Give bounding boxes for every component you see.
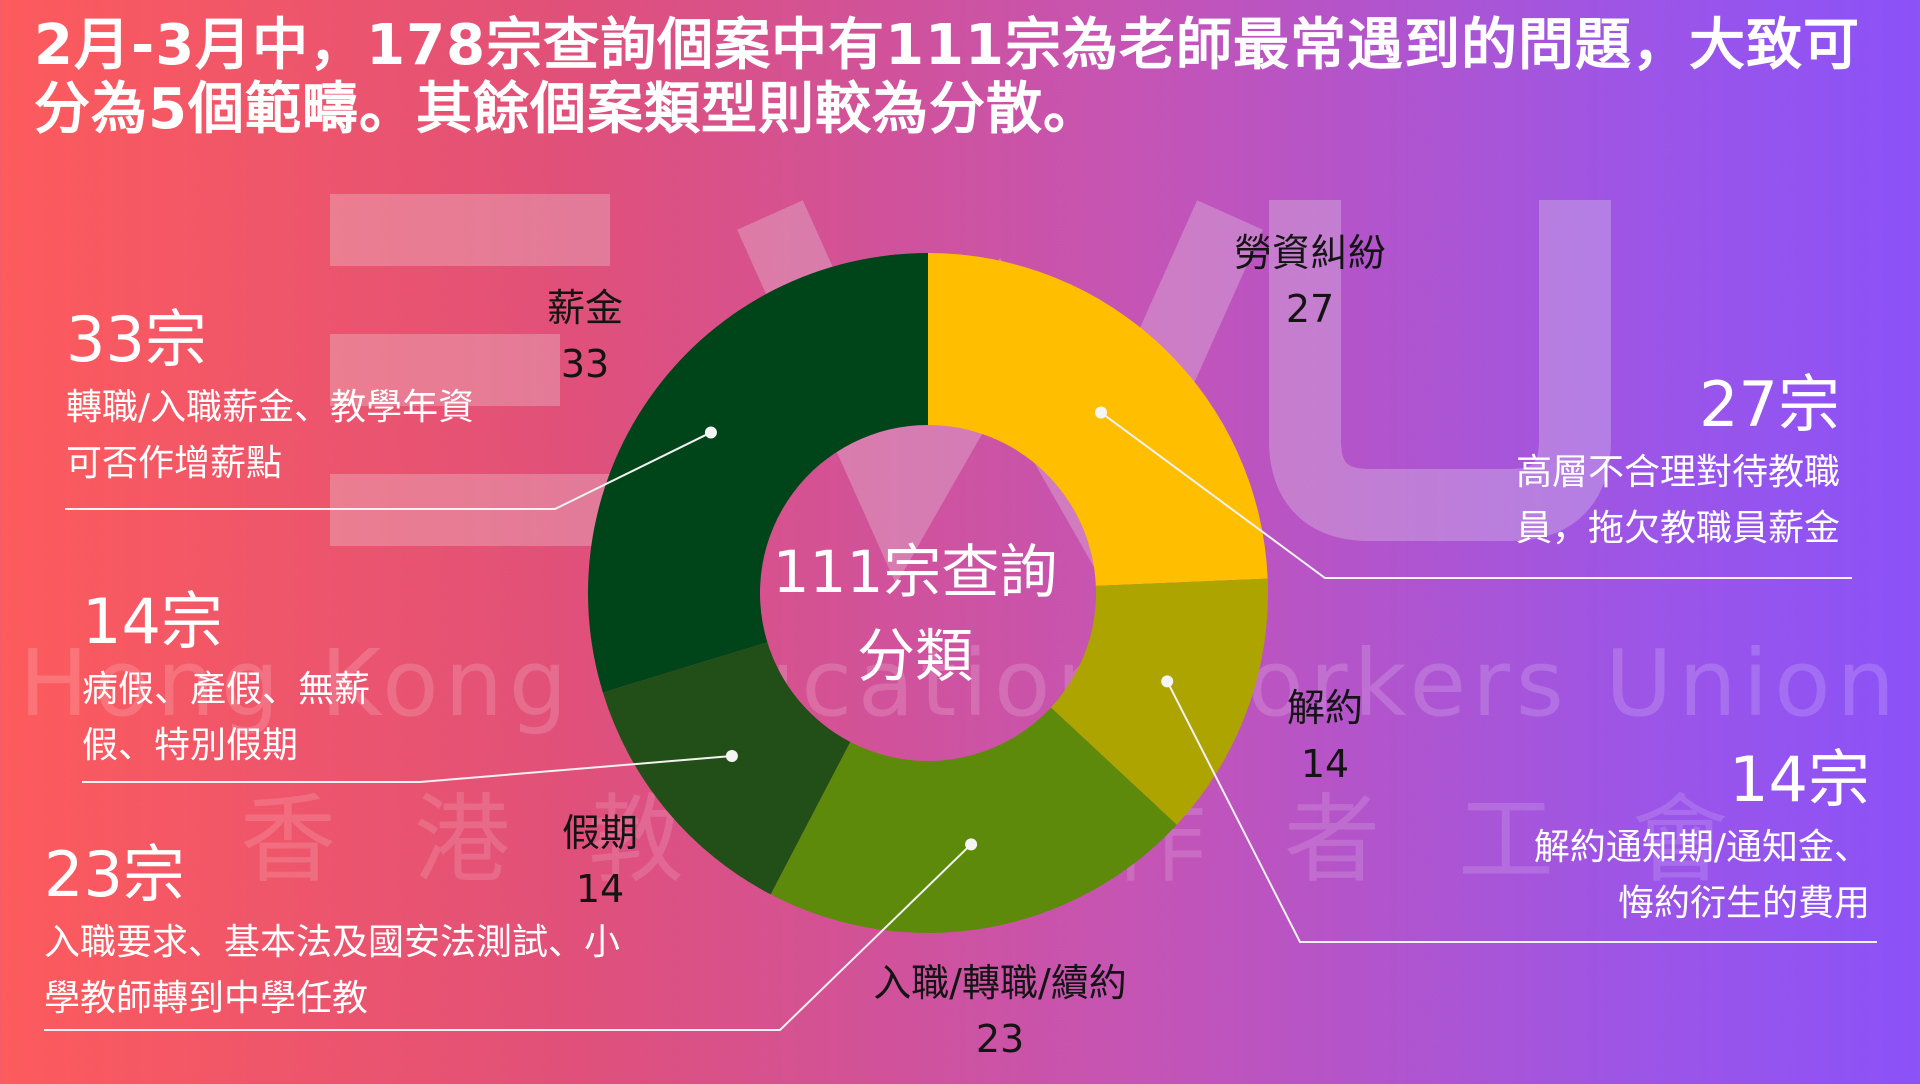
slice-label-value: 27: [1285, 287, 1335, 331]
callout-desc: 可否作增薪點: [66, 443, 283, 484]
donut-slice: [770, 707, 1177, 933]
callout-desc: 員，拖欠教職員薪金: [1515, 508, 1840, 549]
callout-count: 27宗: [1699, 368, 1840, 441]
slice-label-salary: 薪金 33: [500, 280, 670, 392]
callout-desc: 解約通知期/通知金、: [1533, 827, 1870, 868]
donut-slice: [1050, 578, 1268, 825]
callout-count: 33宗: [66, 303, 207, 376]
donut-slice: [588, 253, 928, 693]
slice-label-employment: 入職/轉職/續約 23: [850, 955, 1150, 1067]
slice-label-termination: 解約 14: [1225, 680, 1425, 792]
leader-line: [44, 843, 972, 1031]
slice-label-text: 薪金: [546, 286, 623, 330]
callout-desc: 入職要求、基本法及國安法測試、小: [44, 922, 621, 963]
slice-label-text: 勞資糾紛: [1233, 231, 1386, 275]
slice-label-value: 14: [1300, 742, 1350, 786]
slice-label-value: 23: [975, 1017, 1025, 1061]
leader-dot: [965, 838, 978, 851]
slice-label-labour-dispute: 勞資糾紛 27: [1210, 225, 1410, 337]
slice-label-leave: 假期 14: [515, 805, 685, 917]
slice-label-text: 入職/轉職/續約: [873, 961, 1127, 1005]
callout-termination: 14宗 解約通知期/通知金、 悔約衍生的費用: [1380, 740, 1870, 932]
callout-count: 23宗: [44, 838, 185, 911]
slice-label-text: 假期: [561, 811, 638, 855]
callout-labour-dispute: 27宗 高層不合理對待教職 員，拖欠教職員薪金: [1380, 365, 1840, 557]
callout-desc: 轉職/入職薪金、教學年資: [66, 387, 475, 428]
callout-leave: 14宗 病假、產假、無薪 假、特別假期: [82, 582, 370, 774]
headline: 2月-3月中，178宗查詢個案中有111宗為老師最常遇到的問題，大致可分為5個範…: [34, 13, 1860, 142]
callout-desc: 悔約衍生的費用: [1617, 883, 1870, 924]
leader-dot: [1094, 406, 1107, 419]
callout-salary: 33宗 轉職/入職薪金、教學年資 可否作增薪點: [66, 300, 474, 492]
leader-line: [1100, 411, 1852, 579]
donut-center-label: 111宗查詢分類: [772, 538, 1058, 690]
leader-line: [1166, 680, 1877, 943]
slice-label-text: 解約: [1286, 686, 1363, 730]
leader-line: [65, 431, 712, 510]
leader-dot: [704, 426, 717, 439]
leader-line: [82, 754, 732, 783]
slice-label-value: 33: [560, 342, 610, 386]
callout-employment: 23宗 入職要求、基本法及國安法測試、小 學教師轉到中學任教: [44, 835, 620, 1027]
leader-dot: [725, 749, 738, 762]
callout-desc: 高層不合理對待教職: [1515, 452, 1840, 493]
callout-desc: 學教師轉到中學任教: [44, 978, 369, 1019]
watermark-english: Hong Kong Education Workers Union: [19, 630, 1901, 737]
donut-slice: [928, 253, 1268, 586]
leader-dot: [1161, 675, 1174, 688]
slice-label-value: 14: [575, 867, 625, 911]
callout-desc: 假、特別假期: [82, 725, 299, 766]
callout-count: 14宗: [1729, 743, 1870, 816]
callout-count: 14宗: [82, 585, 223, 658]
donut-slice: [602, 642, 851, 895]
callout-desc: 病假、產假、無薪: [82, 669, 371, 710]
